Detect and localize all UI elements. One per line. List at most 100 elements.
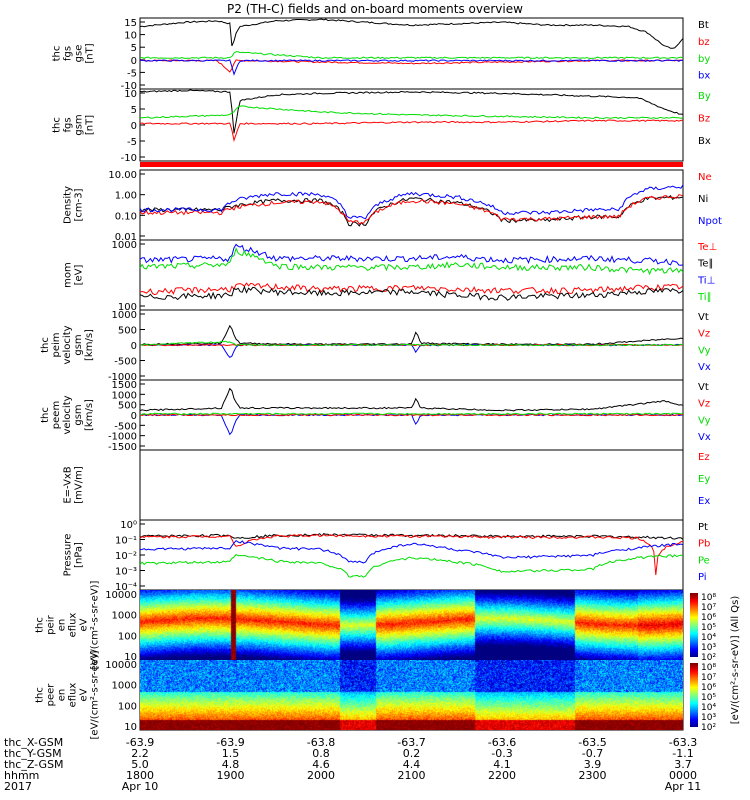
panel-frame [139,239,684,311]
footer-date: Apr 10 [121,780,159,793]
footer-value: -63.5 [578,736,607,749]
ylabel-line: peem [51,401,62,429]
legend-Ex: Ex [698,496,710,507]
footer-value: -63.6 [487,736,517,749]
ylabel-line: [mV/m] [74,466,85,504]
colorbar-tick: 10⁷ [701,673,716,683]
legend-Pt: Pt [698,522,708,533]
ylabel-line: peir [46,614,57,634]
series-Ti⊥ [139,243,684,266]
ylabel-line: eV [79,688,90,701]
series-bz [139,59,684,73]
ytick-label: 10⁻¹ [115,536,137,547]
legend-Pe: Pe [698,555,710,566]
ytick-label: 10⁻⁴ [115,582,137,593]
colorbar-tick: 10³ [701,713,716,723]
legend-Ni: Ni [698,194,708,205]
ylabel-line: en [57,689,68,702]
ytick-label: 500 [118,326,137,337]
footer-value: 5.0 [131,758,149,771]
panel-temperature: mom [eV] 1000 100 Te⊥ Te∥ Ti⊥ Ti∥ [63,239,717,313]
series-Vt [139,387,684,412]
ylabel-line: thc [35,687,46,703]
ytick-label: 10⁻² [115,551,137,562]
ylabel-line: eflux [68,613,79,638]
colorbar-tick: 10⁸ [701,663,716,673]
ylabel-line: [km/s] [84,329,95,361]
panel-fgs_gse: thc fgs gse [nT] 15 105 0-5 -10 Bt bz by bx [52,17,710,92]
ytick-label: 1.00 [115,191,137,202]
footer-value: -0.7 [581,747,604,760]
legend-Ti∥: Ti∥ [697,292,712,303]
ytick-label: -10 [121,153,137,164]
panel-frame [139,449,684,521]
footer-value: -63.8 [306,736,336,749]
ylabel-line: [eV/(cm²-s-sr-eV)] [90,580,101,669]
colorbar-tick: 10⁶ [701,683,716,693]
footer-row-label: 2017 [4,780,32,793]
footer-value: 1.5 [221,747,240,760]
legend-Bx: Bx [698,136,711,147]
ytick-label: 15 [124,18,137,29]
footer-value: 3.7 [674,758,692,771]
series-Ti∥ [139,247,684,276]
peer-colorbar [690,663,698,727]
ylabel-line: thc [40,407,51,423]
ylabel-line: thc [40,337,51,353]
legend-Bz: Bz [698,114,710,125]
legend-bz: bz [698,37,710,48]
legend-by: by [698,54,710,65]
chart-title: P2 (TH-C) fields and on-board moments ov… [227,2,523,16]
series-Vx [139,413,684,436]
ylabel-line: fgs [63,117,74,132]
colorbar-tick: 10⁷ [701,603,716,613]
series-Vy [139,412,684,416]
series-Te⊥ [139,282,684,296]
series-Vx [139,343,683,359]
legend-Pb: Pb [698,539,710,550]
series-Pi [139,539,684,564]
ytick-label: 0 [131,121,137,132]
ylabel-line: [nT] [85,115,96,135]
ytick-label: 1000 [112,240,137,251]
footer-row-label: thc_Y-GSM [4,747,62,760]
ylabel-line: thc [52,117,63,133]
series-Te∥ [139,285,684,301]
legend-By: By [698,91,711,102]
ytick-label: 1000 [112,681,137,692]
panel-frame [139,17,684,90]
ytick-label: -1000 [108,432,137,443]
panel-peem_velocity: thc peem velocity gsm [km/s] 150010005000-500… [40,379,711,453]
ytick-label: 10 [124,89,137,100]
legend-Te⊥: Te⊥ [697,242,717,253]
legend-Npot: Npot [698,216,722,227]
ytick-label: 0.01 [115,232,137,243]
series-Bz [139,119,684,143]
peer-spectrogram-image [140,660,683,730]
panel-fgs_gsm: thc fgs gsm [nT] 10 5 0 -5 -10 By Bz Bx [52,88,711,164]
footer-value: -63.7 [397,736,426,749]
ylabel-line: eflux [68,683,79,708]
footer-value: 0.8 [312,747,330,760]
ylabel-line: mom [63,262,74,288]
legend-Ey: Ey [698,474,710,485]
ytick-label: 10000 [105,660,137,671]
ytick-label: 1500 [112,380,137,391]
legend-Vz: Vz [698,399,710,410]
footer-value: 0.2 [402,747,421,760]
ylabel-line: thc [35,617,46,633]
ytick-label: -500 [114,357,137,368]
legend-bx: bx [698,71,710,82]
legend-Vt: Vt [698,312,709,323]
ylabel-line: Pressure [63,534,74,577]
ytick-label: 5 [131,105,137,116]
legend-Vy: Vy [698,415,711,426]
footer-value: 0000 [669,769,697,782]
colorbar-label: [eV/(cm²-s-sr-eV)] (All Qs) [730,596,741,725]
ytick-label: -500 [114,421,137,432]
ytick-label: 0 [131,56,137,67]
legend-Ez: Ez [698,452,710,463]
ylabel-line: gsm [73,334,84,355]
series-Ne [139,194,684,225]
colorbar-tick: 10⁵ [701,693,716,703]
